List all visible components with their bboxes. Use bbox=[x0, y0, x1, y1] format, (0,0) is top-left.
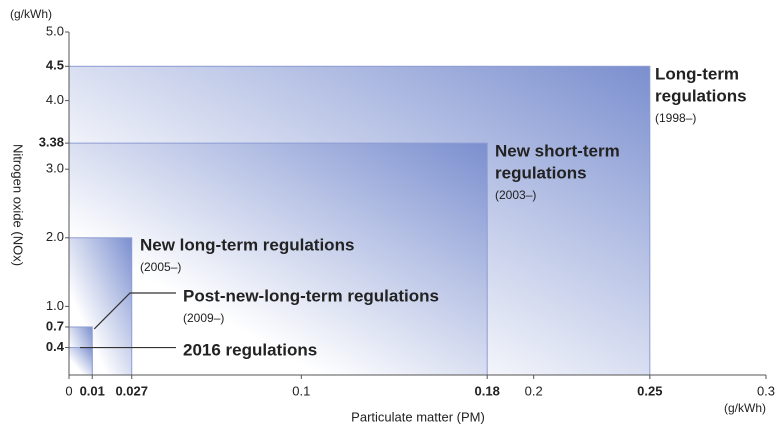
y-tick-label: 4.0 bbox=[46, 92, 64, 107]
y-axis-label: Nitrogen oxide (NOx) bbox=[11, 144, 26, 266]
y-unit: (g/kWh) bbox=[10, 7, 52, 21]
regulation-box bbox=[68, 142, 488, 376]
regulation-period: (2005–) bbox=[140, 260, 181, 274]
regulation-name: regulations bbox=[655, 86, 747, 105]
y-tick-label: 3.38 bbox=[39, 135, 64, 150]
regulation-box bbox=[68, 347, 93, 376]
y-tick-label: 0.7 bbox=[46, 318, 64, 333]
x-tick-label: 0 bbox=[65, 383, 72, 398]
x-tick-label: 0.1 bbox=[292, 383, 310, 398]
x-tick-label: 0.2 bbox=[525, 383, 543, 398]
regulation-name: regulations bbox=[495, 163, 587, 182]
x-axis-label: Particulate matter (PM) bbox=[351, 409, 485, 424]
regulation-name: Long-term bbox=[655, 64, 739, 83]
y-tick-label: 0.4 bbox=[46, 339, 65, 354]
regulation-name: New short-term bbox=[495, 141, 620, 160]
y-tick-label: 1.0 bbox=[46, 298, 64, 313]
regulation-name: New long-term regulations bbox=[140, 235, 354, 254]
x-tick-label: 0.18 bbox=[475, 383, 500, 398]
x-tick-label: 0.3 bbox=[757, 383, 775, 398]
y-tick-label: 5.0 bbox=[46, 23, 64, 38]
regulation-name: 2016 regulations bbox=[183, 340, 317, 359]
leader-line bbox=[93, 292, 176, 330]
y-tick-label: 4.5 bbox=[46, 58, 64, 73]
regulation-name: Post-new-long-term regulations bbox=[183, 286, 439, 305]
y-tick-label: 2.0 bbox=[46, 229, 64, 244]
x-tick-label: 0.027 bbox=[115, 383, 148, 398]
regulation-period: (2009–) bbox=[183, 311, 224, 325]
x-tick-label: 0.01 bbox=[80, 383, 105, 398]
regulation-period: (1998–) bbox=[655, 111, 696, 125]
x-unit: (g/kWh) bbox=[724, 401, 766, 415]
x-tick-label: 0.25 bbox=[637, 383, 662, 398]
regulation-period: (2003–) bbox=[495, 188, 536, 202]
y-tick-label: 3.0 bbox=[46, 161, 64, 176]
